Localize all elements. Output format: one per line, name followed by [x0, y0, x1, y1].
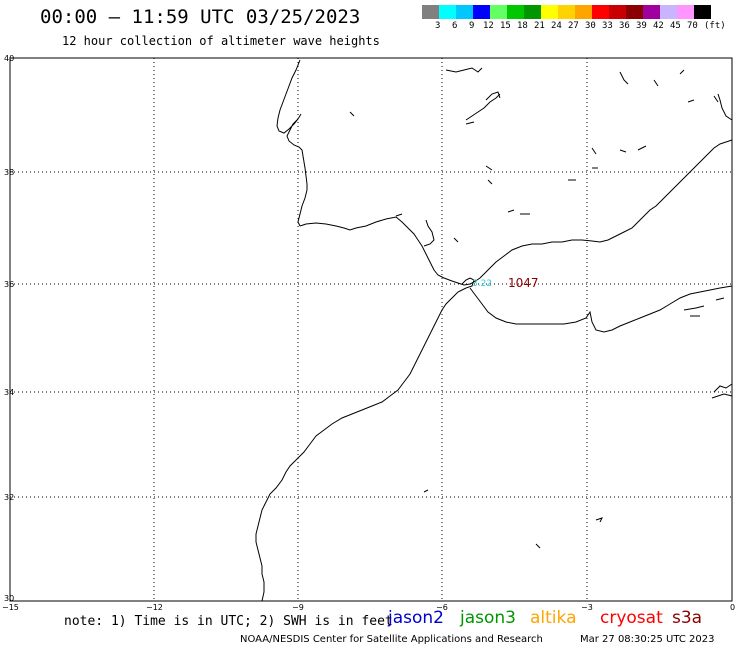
lon-label-15w: −15: [2, 603, 19, 612]
coastline-feature-21: [453, 237, 459, 243]
coastline-algeria: [713, 383, 733, 393]
color-scale-label: 3: [435, 21, 441, 31]
coastline-algeria-2: [711, 393, 733, 399]
color-scale-label: 70: [687, 21, 698, 31]
coastline-feature-2: [465, 93, 501, 121]
coastline-feature-25: [683, 305, 705, 311]
satellite-legend-cryosat: cryosat: [600, 608, 663, 628]
coastline-feature-3: [485, 91, 501, 101]
map-subtitle: 12 hour collection of altimeter wave hei…: [62, 34, 380, 48]
coastline-morocco-atlantic: [255, 287, 467, 602]
satellite-legend-altika: altika: [530, 608, 577, 628]
color-swatch: [558, 5, 575, 19]
coastline-feature-7: [507, 209, 515, 213]
coastline-feature-18: [713, 95, 719, 103]
lat-label-40: 40: [4, 54, 14, 63]
lon-label-9w: −9: [292, 603, 304, 612]
coastline-feature-19: [349, 111, 355, 117]
swh-value-label: 3.22: [472, 279, 492, 289]
satellite-legend-s3a: s3a: [672, 608, 703, 628]
color-scale-label: 15: [500, 21, 511, 31]
coastline-feature-14: [619, 71, 629, 85]
map-note: note: 1) Time is in UTC; 2) SWH is in fe…: [64, 614, 393, 629]
coastline-feature-4: [465, 121, 475, 125]
color-scale-label: 12: [483, 21, 494, 31]
color-swatch: [626, 5, 643, 19]
coastline-feature-17: [687, 99, 695, 103]
color-swatch: [507, 5, 524, 19]
color-swatch: [456, 5, 473, 19]
coastline-spain-mediterranean: [469, 139, 733, 285]
color-swatch: [524, 5, 541, 19]
lon-label-6w: −6: [436, 603, 448, 612]
color-swatch: [660, 5, 677, 19]
coastline-feature-16: [679, 69, 685, 75]
color-scale-label: 30: [585, 21, 596, 31]
coastline-feature-20: [395, 213, 403, 217]
coastline-feature-27: [715, 297, 725, 301]
color-scale-label: 6: [452, 21, 458, 31]
coastline-feature-13: [591, 147, 597, 155]
coastline-feature-22: [423, 489, 429, 493]
coastline-ceuta: [461, 277, 475, 289]
color-scale-legend: 3 6 9 12 15 18 21 24 27 30 33 36 39 42 45 70 (ft): [422, 5, 726, 33]
coastline-algarve-cadiz: [299, 216, 471, 286]
footer-timestamp: Mar 27 08:30:25 UTC 2023: [580, 634, 715, 645]
color-scale-label: 45: [670, 21, 681, 31]
color-scale-label: (ft): [704, 21, 726, 31]
lat-label-32: 32: [4, 493, 14, 502]
coastline-feature-1: [445, 67, 483, 73]
color-scale-label: 39: [636, 21, 647, 31]
coastline-spain-east: [717, 93, 733, 121]
coastline-feature-15: [653, 79, 659, 87]
lat-label-36: 36: [4, 280, 14, 289]
coastline-feature-10: [487, 179, 493, 185]
color-scale-label: 18: [517, 21, 528, 31]
coastline-feature-23: [595, 517, 603, 523]
color-swatch: [439, 5, 456, 19]
satellite-legend-jason2: jason2: [388, 608, 444, 628]
lon-label-3w: −3: [581, 603, 593, 612]
lat-label-34: 34: [4, 388, 14, 397]
color-swatch: [643, 5, 660, 19]
coastline-feature-12: [637, 145, 647, 151]
color-scale-label: 33: [602, 21, 613, 31]
color-scale-label: 9: [469, 21, 475, 31]
map-graticule: [10, 58, 732, 601]
color-scale-label: 36: [619, 21, 630, 31]
color-swatch: [422, 5, 439, 19]
color-scale-label: 42: [653, 21, 664, 31]
satellite-legend-jason3: jason3: [460, 608, 516, 628]
coastline-feature-9: [485, 165, 493, 171]
color-swatch: [490, 5, 507, 19]
color-swatch: [592, 5, 609, 19]
color-swatch: [694, 5, 711, 19]
color-scale-label: 24: [551, 21, 562, 31]
coastline-cadiz-bay: [423, 219, 435, 247]
lon-label-0: 0: [730, 603, 735, 612]
color-swatch: [473, 5, 490, 19]
coastline-feature-11: [619, 149, 627, 153]
footer-source: NOAA/NESDIS Center for Satellite Applica…: [240, 634, 543, 645]
lat-label-30: 30: [4, 594, 14, 603]
coastlines: [255, 59, 733, 602]
color-scale-swatches: [422, 5, 711, 19]
color-scale-labels: 3 6 9 12 15 18 21 24 27 30 33 36 39 42 45 70 (ft): [422, 19, 726, 33]
lon-label-12w: −12: [146, 603, 163, 612]
coastline-portugal: [276, 59, 308, 227]
color-swatch: [677, 5, 694, 19]
lat-label-38: 38: [4, 168, 14, 177]
map-title: 00:00 – 11:59 UTC 03/25/2023: [40, 6, 361, 28]
station-id-label: 1047: [508, 276, 539, 290]
color-swatch: [575, 5, 592, 19]
coastline-morocco-north: [469, 285, 733, 333]
color-swatch: [541, 5, 558, 19]
map-frame: [9, 57, 733, 602]
coastline-feature-24: [535, 543, 541, 549]
color-scale-label: 27: [568, 21, 579, 31]
color-swatch: [609, 5, 626, 19]
color-scale-label: 21: [534, 21, 545, 31]
